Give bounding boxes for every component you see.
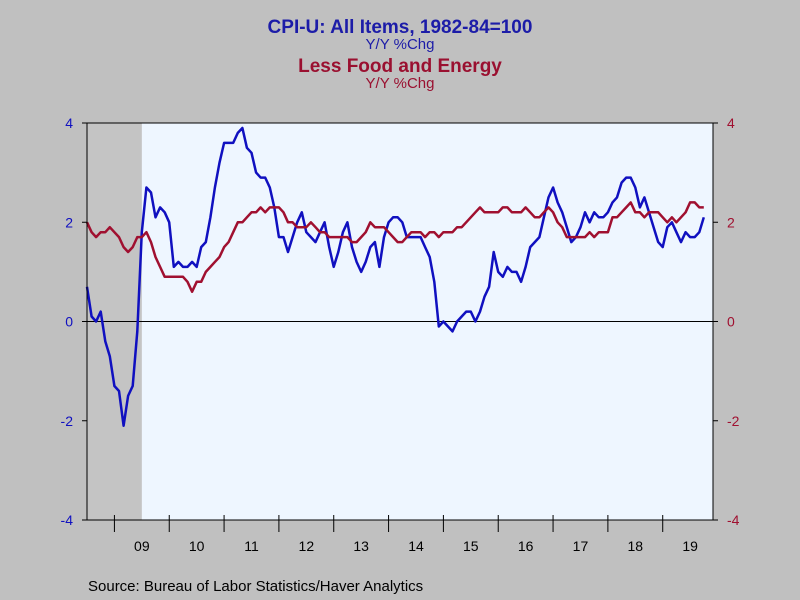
y-tick-label-right: 0	[727, 314, 735, 330]
chart-title: CPI-U: All Items, 1982-84=100	[267, 17, 533, 38]
chart-title-2: Less Food and Energy	[298, 56, 502, 77]
x-tick-label: 12	[299, 538, 315, 554]
chart-subtitle-2: Y/Y %Chg	[365, 75, 435, 92]
x-tick-label: 18	[628, 538, 644, 554]
chart-subtitle: Y/Y %Chg	[365, 36, 435, 53]
y-tick-label-right: 4	[727, 115, 735, 131]
x-tick-label: 14	[408, 538, 424, 554]
y-tick-label-right: 2	[727, 214, 735, 230]
x-tick-label: 10	[189, 538, 205, 554]
y-tick-label-right: -4	[727, 512, 740, 528]
x-tick-label: 15	[463, 538, 479, 554]
y-tick-label-left: 2	[65, 214, 73, 230]
y-tick-label-right: -2	[727, 413, 740, 429]
x-tick-label: 09	[134, 538, 150, 554]
series-line-all-items	[85, 126, 705, 427]
x-tick-label: 13	[353, 538, 369, 554]
y-tick-label-left: 4	[65, 115, 73, 131]
y-tick-label-left: -2	[61, 413, 74, 429]
x-tick-label: 19	[682, 538, 698, 554]
x-tick-label: 16	[518, 538, 534, 554]
x-tick-label: 11	[244, 538, 259, 554]
y-tick-label-left: 0	[65, 314, 73, 330]
x-tick-label: 17	[573, 538, 589, 554]
chart-titles: CPI-U: All Items, 1982-84=100 Y/Y %Chg L…	[0, 17, 800, 92]
source-note: Source: Bureau of Labor Statistics/Haver…	[88, 578, 424, 595]
series-line-core	[85, 201, 704, 293]
y-tick-label-left: -4	[61, 512, 74, 528]
